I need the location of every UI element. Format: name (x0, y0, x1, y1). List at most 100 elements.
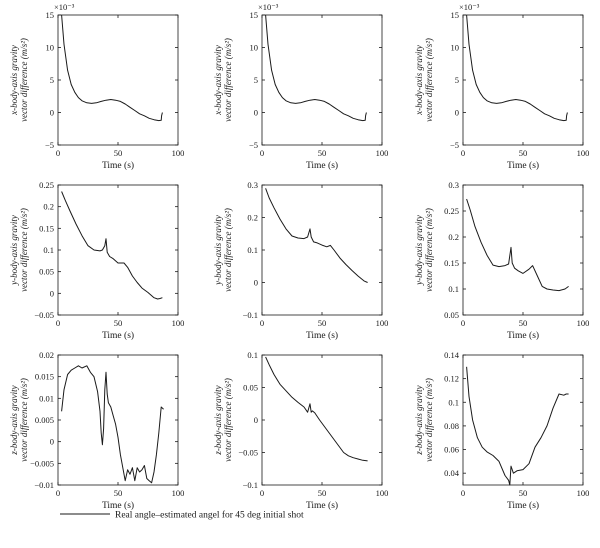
x-axis-label: Time (s) (102, 330, 134, 341)
y-axis-label-line-2: vector difference (m/s²) (424, 378, 434, 462)
y-tick-label: 15 (451, 10, 460, 20)
y-tick-label: 0.015 (35, 372, 54, 382)
y-tick-label: 0.25 (39, 180, 54, 190)
y-tick-label: 0.2 (448, 232, 459, 242)
x-tick-label: 50 (519, 318, 528, 328)
x-tick-label: 0 (56, 148, 60, 158)
y-tick-label: −0.05 (34, 310, 54, 320)
x-tick-label: 50 (318, 488, 327, 498)
y-tick-label: 0.2 (247, 213, 258, 223)
x-tick-label: 0 (56, 488, 60, 498)
y-tick-label: 15 (46, 10, 55, 20)
y-tick-label: −0.05 (238, 448, 258, 458)
y-tick-label: 0.3 (448, 180, 459, 190)
x-axis-label: Time (s) (102, 500, 134, 511)
y-tick-label: 0.06 (444, 445, 459, 455)
x-axis-label: Time (s) (306, 160, 338, 171)
y-tick-label: −0.01 (34, 480, 54, 490)
y-axis-label-line-2: vector difference (m/s²) (19, 378, 29, 462)
y-axis-label-line-2: vector difference (m/s²) (424, 38, 434, 122)
x-axis-label: Time (s) (306, 330, 338, 341)
series-line (265, 188, 368, 283)
y-tick-label: 0.25 (444, 206, 459, 216)
y-axis-label-line-1: y-body-axis gravity (213, 215, 223, 286)
y-tick-label: 0 (254, 108, 258, 118)
y-tick-label: 5 (254, 75, 258, 85)
x-tick-label: 100 (172, 148, 185, 158)
y-axis-label-line-2: vector difference (m/s²) (424, 208, 434, 292)
plot-frame (462, 14, 584, 146)
y-tick-label: 0.14 (444, 350, 460, 360)
x-tick-label: 50 (114, 318, 123, 328)
y-tick-label: 5 (455, 75, 459, 85)
x-tick-label: 100 (172, 488, 185, 498)
x-tick-label: 100 (376, 148, 389, 158)
y-tick-label: 0.2 (43, 202, 54, 212)
y-axis-label-line-1: z-body-axis gravity (213, 385, 223, 455)
scale-multiplier: ×10⁻³ (54, 2, 75, 12)
x-axis-label: Time (s) (507, 160, 539, 171)
y-tick-label: 0.15 (39, 223, 54, 233)
x-tick-label: 50 (318, 148, 327, 158)
series-line (466, 366, 569, 486)
y-tick-label: −0.005 (30, 458, 54, 468)
x-tick-label: 0 (260, 488, 264, 498)
y-axis-label-line-1: x-body-axis gravity (213, 45, 223, 116)
y-tick-label: 0 (50, 108, 54, 118)
series-line (466, 198, 569, 292)
y-axis-label-line-1: z-body-axis gravity (9, 385, 19, 455)
y-tick-label: 0.3 (247, 180, 258, 190)
x-tick-label: 50 (519, 488, 528, 498)
y-tick-label: 0.1 (448, 397, 459, 407)
y-tick-label: −0.1 (243, 480, 258, 490)
y-axis-label-line-1: y-body-axis gravity (9, 215, 19, 286)
x-axis-label: Time (s) (306, 500, 338, 511)
y-tick-label: 0.04 (444, 468, 460, 478)
chart-panel-8: 0 50 100 −0.1 −0.05 0 0.05 0.1 Time (s) z-body-ax… (213, 350, 388, 511)
x-tick-label: 0 (461, 318, 465, 328)
y-tick-label: −5 (450, 140, 459, 150)
series-line (61, 191, 163, 300)
y-tick-label: 0.01 (39, 393, 54, 403)
scale-multiplier: ×10⁻³ (459, 2, 480, 12)
y-tick-label: −5 (249, 140, 258, 150)
chart-panel-7: 0 50 100 −0.01 −0.005 0 0.005 0.01 0.015 0.02 Time… (9, 350, 184, 511)
x-tick-label: 100 (577, 148, 590, 158)
x-tick-label: 50 (114, 488, 123, 498)
y-tick-label: 0 (50, 437, 54, 447)
y-axis-label-line-1: x-body-axis gravity (9, 45, 19, 116)
x-tick-label: 0 (461, 148, 465, 158)
series-line (61, 365, 164, 484)
y-tick-label: 0 (254, 415, 258, 425)
plot-frame (261, 184, 383, 316)
x-tick-label: 0 (260, 148, 264, 158)
y-tick-label: 0.1 (43, 245, 54, 255)
series-line (61, 14, 163, 122)
x-tick-label: 0 (260, 318, 264, 328)
legend: Real angle–estimated angel for 45 deg in… (60, 510, 304, 521)
x-tick-label: 100 (376, 318, 389, 328)
y-tick-label: 0.15 (444, 258, 459, 268)
y-tick-label: 0.1 (448, 284, 459, 294)
plot-frame (261, 14, 383, 146)
plot-frame (462, 354, 584, 486)
scale-multiplier: ×10⁻³ (258, 2, 279, 12)
y-tick-label: 0 (254, 278, 258, 288)
y-tick-label: 0.08 (444, 421, 459, 431)
x-tick-label: 50 (114, 148, 123, 158)
x-tick-label: 0 (461, 488, 465, 498)
y-tick-label: 0.12 (444, 374, 459, 384)
chart-panel-6: 0 50 100 0.05 0.1 0.15 0.2 0.25 0.3 Time (s) y-bod… (414, 180, 589, 341)
series-line (265, 356, 368, 462)
plot-frame (261, 354, 383, 486)
x-tick-label: 50 (519, 148, 528, 158)
x-tick-label: 100 (376, 488, 389, 498)
chart-panel-9: 0 50 100 0.04 0.06 0.08 0.1 0.12 0.14 Time (s) z-b… (414, 350, 589, 511)
y-tick-label: −5 (45, 140, 54, 150)
